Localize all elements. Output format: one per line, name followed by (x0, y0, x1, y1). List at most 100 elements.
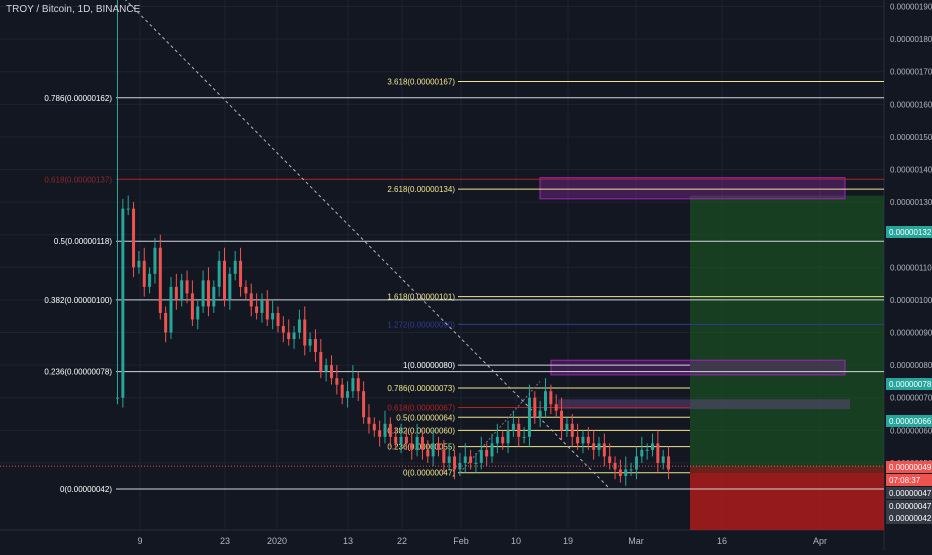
candle-body[interactable] (190, 293, 194, 320)
candle-body[interactable] (538, 410, 542, 418)
candle-body[interactable] (319, 352, 323, 372)
candle-body[interactable] (431, 443, 435, 457)
candle-body[interactable] (511, 423, 515, 431)
candle-body[interactable] (233, 260, 237, 274)
candle-body[interactable] (132, 208, 136, 268)
candle-body[interactable] (544, 391, 547, 411)
candle-body[interactable] (287, 332, 291, 340)
candle-body[interactable] (212, 286, 216, 307)
candle-body[interactable] (527, 397, 531, 437)
candle-body[interactable] (116, 397, 119, 399)
candle-body[interactable] (223, 260, 226, 300)
candle-body[interactable] (388, 423, 392, 437)
candle-body[interactable] (661, 456, 665, 463)
candle-body[interactable] (362, 391, 366, 418)
profit-zone[interactable] (690, 195, 884, 473)
candle-body[interactable] (645, 449, 649, 451)
candle-body[interactable] (255, 306, 259, 313)
candle-body[interactable] (239, 260, 243, 287)
candle-body[interactable] (158, 247, 162, 313)
candle-body[interactable] (297, 319, 301, 333)
candle-body[interactable] (201, 280, 205, 307)
candle-body[interactable] (303, 319, 307, 346)
candle-body[interactable] (485, 449, 489, 457)
candle-body[interactable] (592, 443, 596, 450)
candle-body[interactable] (437, 443, 440, 450)
candle-body[interactable] (346, 391, 350, 398)
candle-body[interactable] (629, 469, 633, 471)
candle-body[interactable] (474, 462, 478, 464)
candle-body[interactable] (404, 436, 408, 444)
loss-zone[interactable] (690, 472, 884, 530)
candle-body[interactable] (624, 469, 628, 476)
candle-body[interactable] (410, 443, 414, 450)
candle-body[interactable] (565, 423, 569, 431)
candle-body[interactable] (142, 260, 146, 287)
candle-body[interactable] (640, 449, 644, 457)
candle-body[interactable] (394, 436, 398, 444)
candle-body[interactable] (276, 312, 280, 326)
candle-body[interactable] (378, 430, 382, 437)
candle-body[interactable] (426, 449, 430, 457)
candle-body[interactable] (174, 286, 178, 300)
candle-body[interactable] (180, 280, 184, 300)
candle-body[interactable] (570, 423, 574, 437)
candle-body[interactable] (260, 299, 264, 313)
candle-body[interactable] (517, 423, 521, 437)
candle-body[interactable] (271, 312, 275, 320)
candle-body[interactable] (313, 339, 317, 353)
candle-body[interactable] (330, 365, 333, 379)
candle-body[interactable] (667, 456, 671, 470)
candle-body[interactable] (335, 378, 339, 385)
candle-body[interactable] (463, 456, 467, 463)
candle-body[interactable] (308, 339, 312, 346)
candle-body[interactable] (228, 273, 232, 300)
candle-body[interactable] (372, 423, 376, 431)
candle-body[interactable] (420, 436, 424, 450)
candle-body[interactable] (618, 469, 622, 476)
candle-body[interactable] (442, 449, 446, 463)
candle-body[interactable] (549, 391, 553, 405)
candle-body[interactable] (597, 443, 601, 450)
candle-body[interactable] (148, 273, 152, 287)
candle-body[interactable] (560, 410, 564, 431)
candle-body[interactable] (586, 436, 590, 444)
candle-body[interactable] (281, 326, 285, 333)
candle-body[interactable] (383, 423, 387, 437)
candle-body[interactable] (367, 417, 371, 424)
candle-body[interactable] (196, 306, 200, 320)
resistance-zone[interactable] (539, 177, 846, 200)
candle-body[interactable] (533, 397, 537, 418)
trend-line[interactable] (459, 381, 541, 474)
candle-body[interactable] (490, 443, 494, 457)
candle-body[interactable] (656, 443, 660, 463)
candle-body[interactable] (206, 280, 210, 307)
candle-body[interactable] (495, 436, 499, 444)
candle-body[interactable] (292, 332, 296, 340)
candle-body[interactable] (602, 443, 606, 457)
candle-body[interactable] (522, 436, 526, 438)
candle-body[interactable] (121, 208, 125, 398)
candle-body[interactable] (399, 436, 403, 444)
candle-body[interactable] (651, 443, 654, 450)
candle-body[interactable] (554, 404, 558, 411)
candle-body[interactable] (453, 456, 457, 470)
candle-body[interactable] (581, 436, 585, 444)
candle-body[interactable] (415, 436, 419, 450)
candle-body[interactable] (576, 436, 580, 444)
candle-body[interactable] (324, 365, 328, 372)
candle-body[interactable] (340, 384, 344, 398)
candle-body[interactable] (608, 456, 612, 463)
candle-body[interactable] (249, 293, 253, 307)
candle-body[interactable] (126, 208, 130, 210)
candle-body[interactable] (244, 286, 248, 294)
candle-body[interactable] (169, 286, 173, 333)
candle-body[interactable] (137, 260, 141, 268)
candle-body[interactable] (153, 247, 157, 274)
candle-body[interactable] (356, 378, 360, 392)
resistance-zone[interactable] (558, 399, 850, 410)
candle-body[interactable] (265, 299, 269, 320)
candle-body[interactable] (185, 280, 189, 294)
